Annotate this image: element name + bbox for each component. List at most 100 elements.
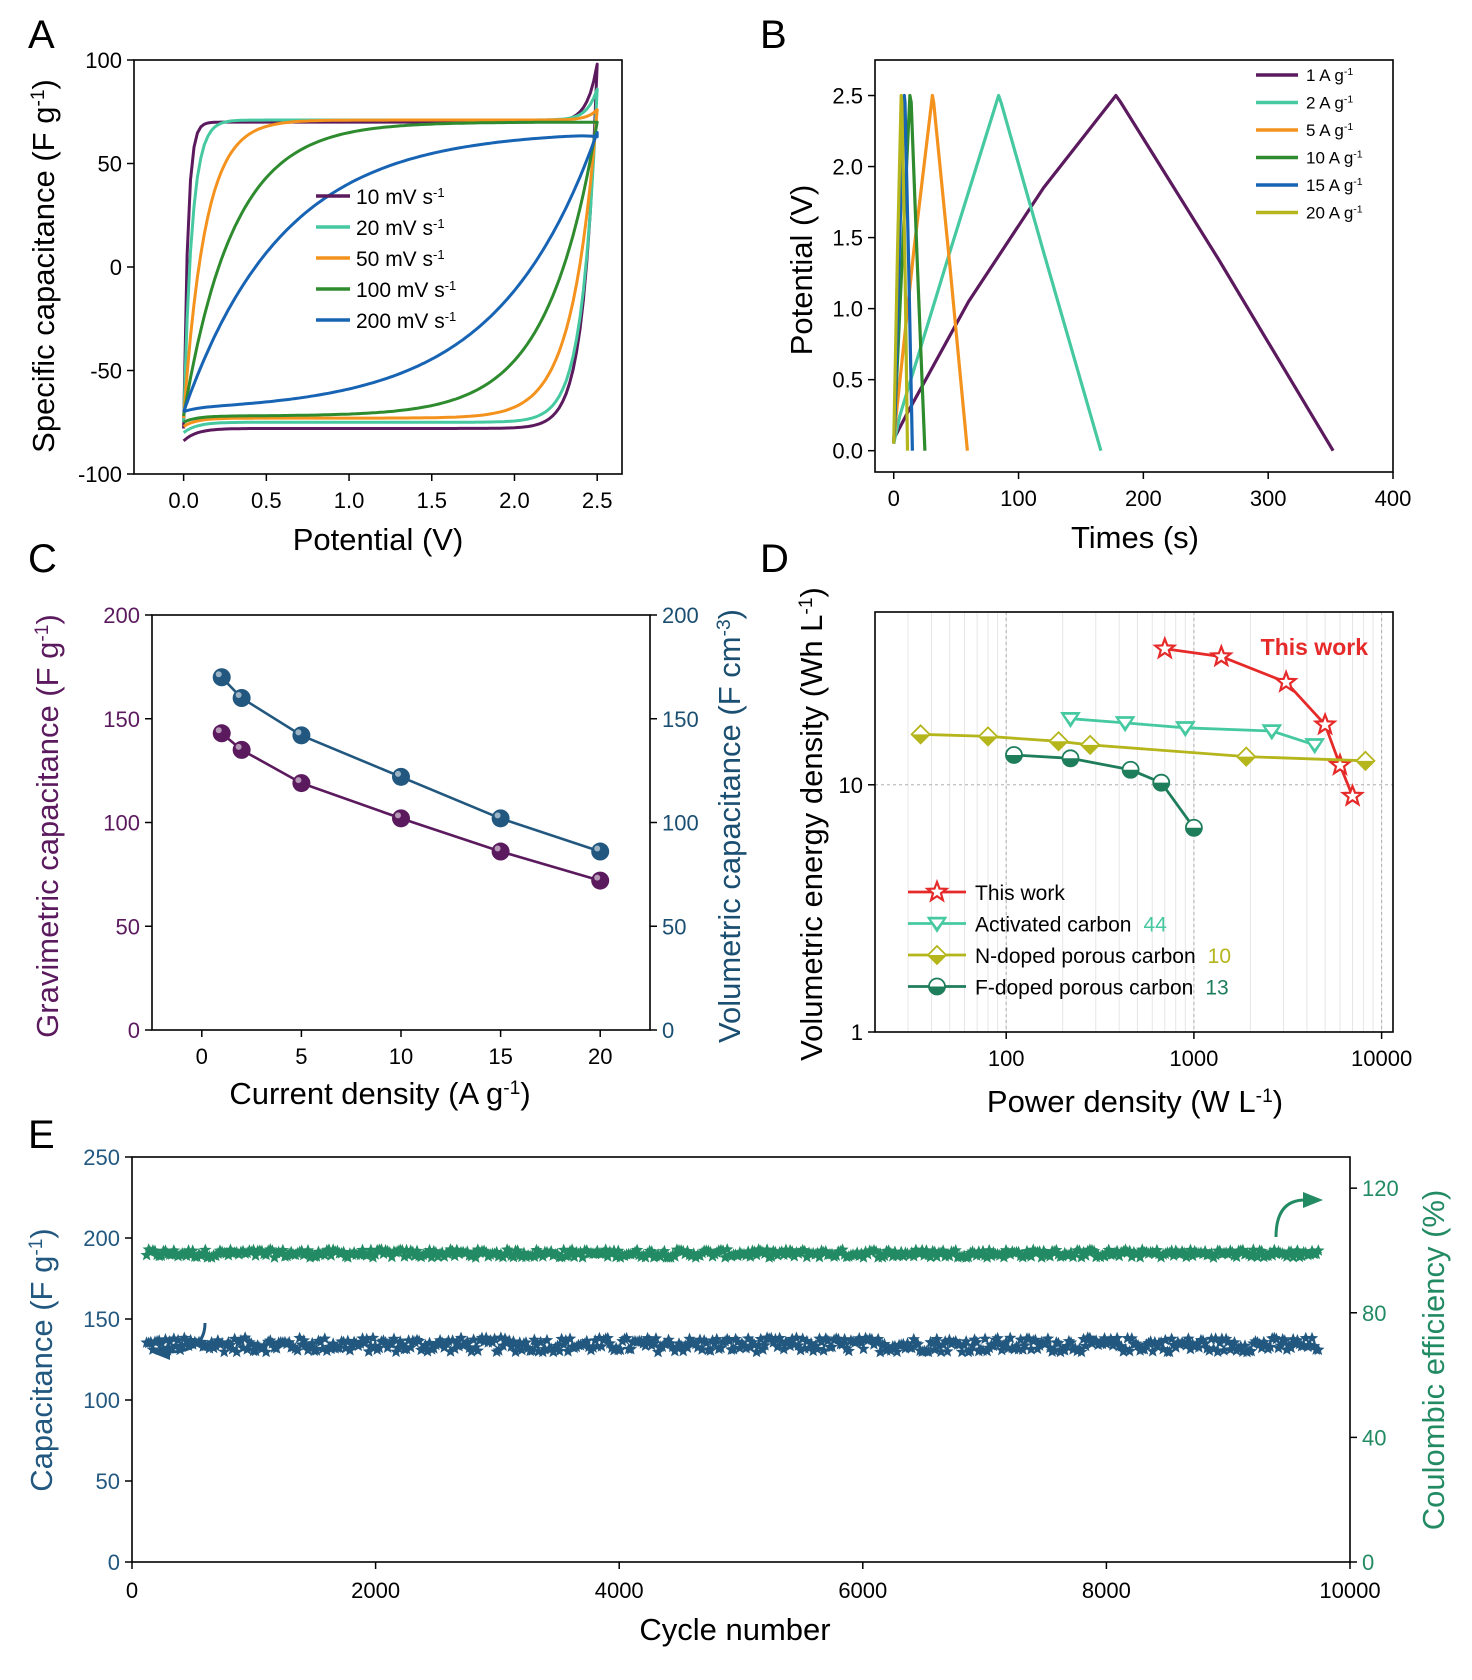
- panel-e-capacitance-point: [1284, 1341, 1298, 1354]
- panel-e-efficiency-point: [681, 1244, 694, 1257]
- panel-e-efficiency-point: [159, 1244, 172, 1256]
- panel-e-capacitance-point: [664, 1337, 677, 1349]
- panel-d-marker-2-4-half: [1237, 756, 1256, 766]
- panel-e-capacitance-point: [911, 1337, 925, 1350]
- panel-c-ytick-label: 100: [103, 811, 140, 836]
- panel-e-efficiency-point: [924, 1250, 937, 1263]
- panel-e-capacitance-point: [297, 1334, 310, 1346]
- panel-e-capacitance-point: [1274, 1339, 1287, 1351]
- panel-e-right-arrow-head: [1303, 1192, 1323, 1208]
- panel-d-xtick-label: 1000: [1169, 1046, 1218, 1071]
- panel-d-xlabel-end: ): [1273, 1084, 1283, 1119]
- panel-e-capacitance-point: [934, 1345, 948, 1358]
- panel-e-efficiency-point: [1188, 1244, 1201, 1257]
- panel-c-line-0: [220, 732, 601, 882]
- panel-e-efficiency-point: [995, 1247, 1008, 1260]
- panel-e-capacitance-point: [259, 1345, 273, 1358]
- panel-b-xlabel: Times (s): [1071, 520, 1199, 555]
- panel-e-capacitance-point: [1165, 1332, 1178, 1345]
- panel-e-efficiency-point: [501, 1243, 514, 1255]
- panel-e-efficiency-point: [1075, 1250, 1088, 1263]
- panel-e-capacitance-point: [146, 1343, 160, 1355]
- panel-e-capacitance-point: [283, 1335, 296, 1348]
- panel-b-legend-label-4-sup: -1: [1353, 176, 1363, 188]
- panel-e-efficiency-point: [1251, 1250, 1264, 1263]
- panel-e-capacitance-point: [392, 1341, 405, 1354]
- panel-e-capacitance-point: [721, 1332, 734, 1345]
- panel-e-capacitance-point: [373, 1341, 386, 1354]
- panel-e-efficiency-point: [467, 1247, 480, 1259]
- panel-e-efficiency-point: [1050, 1243, 1063, 1256]
- panel-e-efficiency-point: [1249, 1248, 1262, 1261]
- panel-b-xtick-label: 300: [1250, 486, 1287, 511]
- panel-e-capacitance-point: [999, 1335, 1013, 1348]
- panel-e-efficiency-point: [907, 1249, 920, 1262]
- panel-e-capacitance-point: [695, 1343, 709, 1355]
- panel-d-ylabel-sup: -1: [796, 598, 817, 615]
- panel-c-point-shine-0-1: [235, 743, 242, 750]
- panel-e-capacitance-point: [855, 1336, 868, 1349]
- panel-e-efficiency-point: [490, 1245, 503, 1258]
- panel-e-efficiency-point: [1136, 1243, 1149, 1255]
- panel-c-point-shine-1-0: [215, 671, 222, 678]
- panel-e-efficiency-point: [859, 1245, 872, 1258]
- panel-e-capacitance-point: [480, 1331, 493, 1344]
- panel-e-ylabel-left-sup: -1: [26, 1239, 47, 1256]
- panel-e-capacitance-point: [1108, 1336, 1122, 1349]
- panel-c-point-0-3: [392, 809, 410, 828]
- panel-e-efficiency-point: [1199, 1244, 1212, 1257]
- panel-e-capacitance-point: [991, 1331, 1004, 1344]
- panel-e-efficiency-point: [551, 1247, 564, 1260]
- panel-b-legend-label-3-sup: -1: [1353, 149, 1363, 161]
- panel-e-capacitance-point: [888, 1339, 902, 1352]
- panel-e-capacitance-point: [341, 1334, 354, 1347]
- panel-e-efficiency-point: [528, 1250, 541, 1262]
- panel-a-legend-label-4-main: 200 mV s: [356, 310, 445, 333]
- panel-e-capacitance-point: [815, 1335, 828, 1348]
- panel-b-xtick-label: 0: [888, 486, 900, 511]
- panel-e-capacitance-point: [593, 1331, 606, 1344]
- panel-c-ylabel-left-main: Gravimetric capacitance (F g: [30, 642, 65, 1038]
- panel-b-frame: [874, 59, 1394, 473]
- panel-e-capacitance-point: [387, 1332, 401, 1345]
- panel-c-xtick-label: 15: [488, 1044, 512, 1069]
- panel-e-efficiency-point: [918, 1248, 931, 1261]
- panel-a-xtick-label: 1.0: [334, 488, 365, 513]
- panel-e-efficiency-point: [461, 1245, 474, 1258]
- panel-b-legend-label-1: 2 A g-1: [1306, 94, 1353, 113]
- panel-e-efficiency-point: [1243, 1248, 1256, 1260]
- panel-a-legend-label-0-sup: -1: [433, 185, 445, 200]
- panel-e-efficiency-point: [825, 1247, 839, 1260]
- panel-e-capacitance-point: [1125, 1332, 1138, 1344]
- panel-e-capacitance-point: [809, 1339, 822, 1352]
- panel-e-capacitance-point: [563, 1332, 577, 1344]
- panel-e-capacitance-point: [1043, 1341, 1057, 1354]
- panel-d-letter: D: [760, 537, 789, 581]
- panel-e-capacitance-point: [580, 1334, 593, 1347]
- panel-e-capacitance-point: [257, 1339, 271, 1352]
- panel-b-legend-label-1-sup: -1: [1344, 94, 1354, 106]
- panel-e-capacitance-point: [1077, 1332, 1090, 1345]
- panel-e-efficiency-point: [1263, 1246, 1277, 1258]
- panel-a-legend-label-2-main: 50 mV s: [356, 248, 433, 271]
- panel-a-legend-label-0: 10 mV s-1: [356, 185, 445, 210]
- panel-d-marker-0-2: [1273, 669, 1299, 693]
- panel-c-point-shine-1-5: [594, 845, 601, 852]
- panel-b-curve-1: [892, 93, 1103, 452]
- panel-e-efficiency-point: [775, 1245, 788, 1257]
- panel-e-efficiency-point: [704, 1245, 717, 1258]
- panel-e-ylabel-right: Coulombic efficiency (%): [1416, 1190, 1451, 1531]
- panel-e-capacitance-point: [1190, 1337, 1203, 1350]
- panel-e-capacitance-point: [1159, 1333, 1172, 1346]
- panel-a-legend-label-4-sup: -1: [445, 309, 457, 324]
- panel-e-xtick-label: 8000: [1082, 1578, 1131, 1603]
- panel-e-capacitance-point: [209, 1339, 222, 1352]
- panel-b-ylabel: Potential (V): [784, 185, 819, 356]
- panel-e-capacitance-point: [515, 1343, 528, 1356]
- panel-e-capacitance-point: [165, 1341, 178, 1354]
- panel-e-capacitance-point: [211, 1334, 225, 1346]
- panel-e-xtick-label: 2000: [351, 1578, 400, 1603]
- panel-e-efficiency-point: [909, 1243, 923, 1256]
- panel-c-ytick-right-label: 200: [662, 603, 699, 628]
- panel-d-marker-0-4: [1327, 752, 1353, 776]
